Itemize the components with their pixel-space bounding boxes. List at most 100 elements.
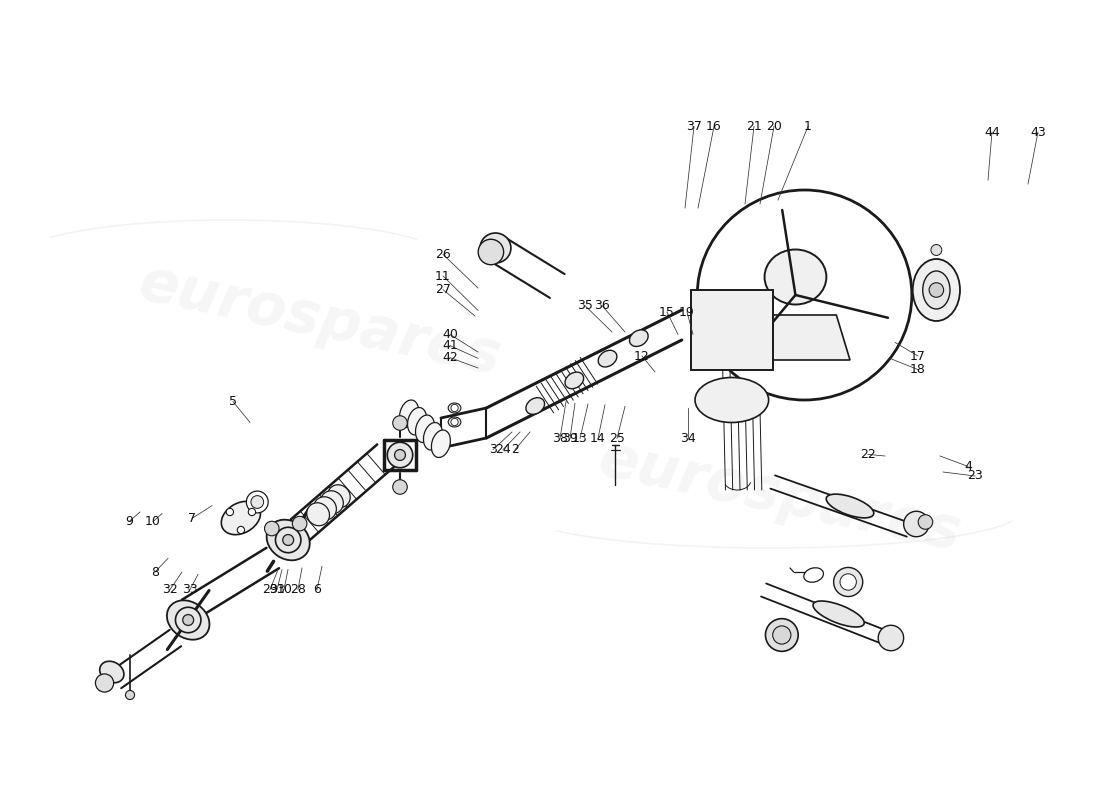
Ellipse shape (416, 415, 434, 442)
Text: 44: 44 (984, 126, 1000, 138)
Circle shape (264, 522, 279, 536)
Circle shape (249, 508, 255, 516)
Text: 3: 3 (490, 443, 497, 456)
Text: 10: 10 (145, 515, 161, 528)
Text: 4: 4 (964, 460, 972, 473)
Ellipse shape (448, 403, 461, 413)
Ellipse shape (314, 497, 337, 520)
Ellipse shape (813, 601, 865, 627)
Text: 30: 30 (276, 583, 292, 596)
Ellipse shape (598, 350, 617, 367)
Ellipse shape (328, 485, 350, 508)
Text: 32: 32 (162, 583, 178, 596)
Ellipse shape (221, 502, 261, 534)
Text: 38: 38 (552, 432, 568, 445)
Ellipse shape (431, 430, 450, 458)
Circle shape (393, 480, 407, 494)
Ellipse shape (100, 662, 124, 682)
Text: 17: 17 (910, 350, 926, 362)
Circle shape (393, 416, 407, 430)
Text: 13: 13 (572, 432, 587, 445)
Ellipse shape (320, 490, 343, 514)
Ellipse shape (480, 233, 510, 263)
Text: 27: 27 (436, 283, 451, 296)
Text: 18: 18 (910, 363, 926, 376)
Text: 6: 6 (314, 583, 321, 596)
Text: 1: 1 (804, 120, 812, 133)
Circle shape (238, 526, 244, 534)
Text: 34: 34 (680, 432, 696, 445)
Polygon shape (759, 315, 850, 360)
Text: 33: 33 (183, 583, 198, 596)
Text: 43: 43 (1030, 126, 1046, 138)
Ellipse shape (695, 378, 769, 422)
Ellipse shape (764, 250, 826, 305)
Text: 41: 41 (442, 339, 458, 352)
Text: 21: 21 (746, 120, 762, 133)
Circle shape (478, 239, 504, 265)
Circle shape (918, 514, 933, 530)
Text: 39: 39 (562, 432, 578, 445)
Text: 23: 23 (967, 470, 983, 482)
Text: 37: 37 (686, 120, 702, 133)
Ellipse shape (167, 600, 209, 640)
Ellipse shape (307, 502, 330, 526)
Text: 22: 22 (860, 448, 876, 461)
Ellipse shape (266, 520, 310, 560)
Circle shape (903, 511, 929, 537)
Text: 2: 2 (512, 443, 519, 456)
Text: 11: 11 (436, 270, 451, 282)
Text: 40: 40 (442, 328, 458, 341)
Text: 25: 25 (609, 432, 625, 445)
Text: 9: 9 (125, 515, 133, 528)
Circle shape (395, 450, 406, 461)
Circle shape (840, 574, 857, 590)
Text: 26: 26 (436, 248, 451, 261)
Circle shape (451, 404, 459, 412)
Text: 19: 19 (679, 306, 695, 318)
Text: 14: 14 (590, 432, 606, 445)
Text: 7: 7 (188, 512, 196, 525)
Ellipse shape (399, 400, 419, 427)
Text: 28: 28 (290, 583, 306, 596)
Text: 42: 42 (442, 351, 458, 364)
Circle shape (878, 626, 903, 650)
Circle shape (931, 245, 942, 255)
Circle shape (772, 626, 791, 644)
Ellipse shape (697, 190, 912, 400)
Circle shape (251, 496, 264, 508)
Text: 24: 24 (495, 443, 510, 456)
Circle shape (246, 491, 268, 513)
Circle shape (293, 516, 307, 531)
Ellipse shape (565, 372, 584, 389)
Text: 29: 29 (262, 583, 278, 596)
Circle shape (96, 674, 113, 692)
Text: 12: 12 (634, 350, 650, 362)
Text: 35: 35 (578, 299, 593, 312)
Circle shape (176, 607, 201, 633)
Ellipse shape (804, 568, 824, 582)
Circle shape (451, 418, 459, 426)
Text: 31: 31 (270, 583, 285, 596)
Ellipse shape (407, 407, 427, 435)
Text: eurospares: eurospares (594, 430, 967, 562)
Text: eurospares: eurospares (133, 254, 506, 386)
Ellipse shape (448, 417, 461, 427)
Circle shape (227, 508, 233, 516)
Text: 36: 36 (594, 299, 609, 312)
Circle shape (275, 527, 301, 553)
Bar (691, 290, 772, 370)
Text: 5: 5 (229, 395, 236, 408)
Circle shape (834, 567, 862, 597)
Text: 20: 20 (766, 120, 782, 133)
Circle shape (387, 442, 412, 468)
Text: 15: 15 (659, 306, 675, 318)
Circle shape (766, 618, 799, 651)
Circle shape (125, 690, 134, 699)
Circle shape (183, 614, 194, 626)
Text: 8: 8 (151, 566, 160, 578)
Text: 16: 16 (706, 120, 722, 133)
Ellipse shape (629, 330, 648, 346)
Ellipse shape (526, 398, 544, 414)
Circle shape (283, 534, 294, 546)
